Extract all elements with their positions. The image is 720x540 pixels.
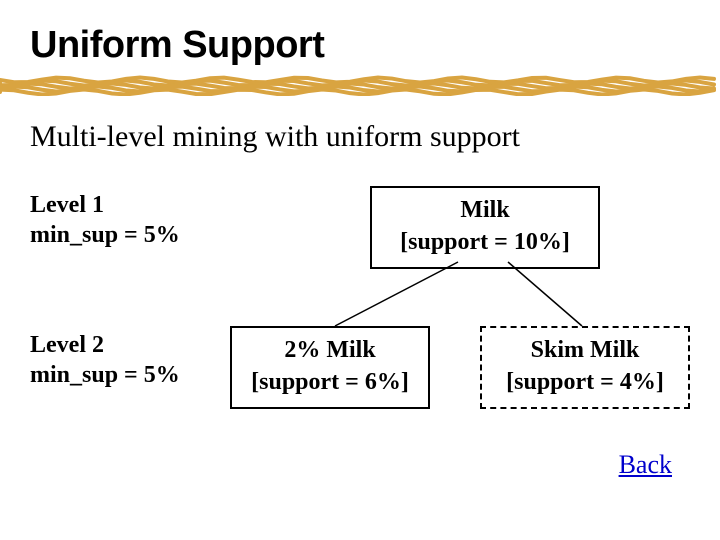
- node-milk-title: Milk: [376, 194, 594, 226]
- level2-line2: min_sup = 5%: [30, 362, 180, 388]
- level1-line1: Level 1: [30, 192, 104, 218]
- level1-label: Level 1 min_sup = 5%: [30, 190, 180, 250]
- level2-line1: Level 2: [30, 332, 104, 358]
- node-skim-milk-support: [support = 4%]: [486, 366, 684, 398]
- title-underline: [0, 74, 720, 96]
- node-skim-milk-title: Skim Milk: [486, 334, 684, 366]
- level2-label: Level 2 min_sup = 5%: [30, 330, 180, 390]
- level1-line2: min_sup = 5%: [30, 222, 180, 248]
- node-skim-milk: Skim Milk [support = 4%]: [480, 326, 690, 409]
- node-milk: Milk [support = 10%]: [370, 186, 600, 269]
- node-two-milk-support: [support = 6%]: [236, 366, 424, 398]
- node-two-milk-title: 2% Milk: [236, 334, 424, 366]
- node-milk-support: [support = 10%]: [376, 226, 594, 258]
- node-two-milk: 2% Milk [support = 6%]: [230, 326, 430, 409]
- page-title: Uniform Support: [30, 24, 324, 67]
- back-link[interactable]: Back: [619, 450, 672, 480]
- subtitle: Multi-level mining with uniform support: [30, 120, 520, 154]
